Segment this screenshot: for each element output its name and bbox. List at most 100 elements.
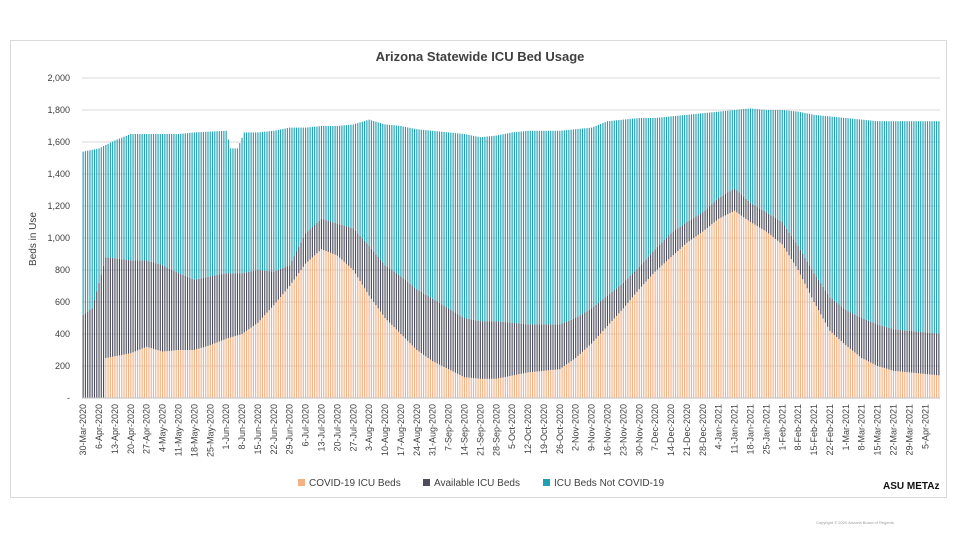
- bar-not-covid: [556, 130, 559, 325]
- bar-covid: [838, 339, 840, 398]
- bar-not-covid: [114, 140, 116, 259]
- bar-available: [248, 271, 250, 330]
- bar-available: [572, 318, 574, 360]
- bar-available: [175, 272, 177, 351]
- bar-covid: [684, 244, 686, 398]
- bar-available: [861, 318, 863, 358]
- bar-available: [879, 325, 881, 367]
- bar-available: [597, 302, 599, 337]
- bar-available: [404, 280, 407, 339]
- bar-not-covid: [650, 118, 652, 255]
- bar-available: [670, 233, 672, 258]
- bar-covid: [332, 253, 334, 398]
- bar-covid: [854, 352, 856, 398]
- bar-available: [931, 333, 933, 375]
- bar-available: [500, 321, 502, 378]
- y-tick-label: 2,000: [47, 73, 70, 83]
- bar-available: [829, 297, 831, 331]
- bar-available: [413, 287, 416, 348]
- x-tick-label: 25-May-2020: [205, 404, 215, 457]
- bar-available: [609, 293, 611, 324]
- bar-available: [295, 251, 298, 277]
- x-tick-labels: 30-Mar-2020 6-Apr-2020 13-Apr-2020 20-Apr-2…: [78, 404, 930, 457]
- legend-label-available: Available ICU Beds: [434, 478, 520, 489]
- bar-not-covid: [781, 110, 783, 222]
- bar-available: [647, 256, 649, 280]
- bar-available: [109, 257, 111, 358]
- bar-not-covid: [697, 113, 699, 216]
- bar-not-covid: [386, 124, 388, 267]
- bar-available: [354, 230, 357, 274]
- bar-not-covid: [472, 135, 475, 320]
- bar-not-covid: [352, 124, 354, 229]
- y-tick-label: 400: [55, 329, 70, 339]
- bar-covid: [366, 291, 368, 398]
- bar-available: [922, 332, 924, 374]
- bar-available: [783, 225, 786, 249]
- bar-available: [225, 273, 227, 339]
- bar-not-covid: [883, 121, 885, 327]
- bar-available: [758, 208, 761, 228]
- bar-not-covid: [566, 130, 568, 322]
- bar-not-covid: [715, 111, 717, 201]
- bar-available: [681, 225, 683, 247]
- legend-label-not-covid: ICU Beds Not COVID-19: [554, 478, 664, 489]
- bar-not-covid: [643, 118, 645, 262]
- bar-covid: [604, 328, 606, 398]
- bar-covid: [636, 291, 638, 398]
- bar-covid: [261, 317, 264, 398]
- bar-available: [323, 219, 325, 251]
- bar-covid: [904, 371, 906, 398]
- bar-not-covid: [758, 109, 761, 209]
- x-tick-label: 5-Apr-2021: [920, 404, 930, 449]
- bar-covid: [223, 339, 225, 398]
- bar-available: [121, 259, 123, 355]
- bar-not-covid: [797, 111, 799, 246]
- bar-covid: [398, 331, 400, 398]
- bar-available: [615, 288, 618, 316]
- bar-covid: [849, 348, 851, 398]
- bar-covid: [827, 326, 829, 398]
- bar-not-covid: [266, 131, 268, 271]
- bar-not-covid: [112, 141, 114, 259]
- bar-not-covid: [854, 118, 856, 315]
- bar-covid: [316, 253, 318, 398]
- bar-available: [833, 300, 836, 335]
- bar-not-covid: [484, 136, 486, 322]
- bar-available: [293, 256, 295, 280]
- bar-covid: [513, 375, 515, 398]
- bar-available: [443, 305, 445, 367]
- bar-not-covid: [547, 130, 550, 325]
- bar-not-covid: [602, 123, 604, 300]
- bar-covid: [259, 320, 261, 398]
- bar-covid: [881, 367, 883, 398]
- bar-available: [366, 243, 368, 292]
- bar-covid: [432, 361, 434, 398]
- bar-not-covid: [341, 125, 343, 225]
- bar-available: [838, 304, 840, 340]
- bar-not-covid: [273, 130, 275, 272]
- bar-not-covid: [770, 110, 772, 216]
- bar-not-covid: [929, 121, 931, 333]
- bar-available: [497, 321, 500, 379]
- bar-covid: [452, 371, 454, 398]
- bar-not-covid: [559, 130, 561, 325]
- bar-available: [845, 310, 847, 346]
- bar-not-covid: [845, 118, 847, 310]
- bar-available: [375, 254, 377, 306]
- bar-covid: [379, 311, 382, 398]
- bar-not-covid: [618, 120, 620, 287]
- bar-available: [634, 271, 636, 295]
- bar-available: [484, 321, 486, 379]
- bar-available: [824, 290, 826, 323]
- bar-not-covid: [806, 113, 808, 262]
- bar-not-covid: [922, 121, 924, 333]
- bar-covid: [423, 354, 425, 398]
- bar-covid: [216, 342, 218, 398]
- bar-not-covid: [252, 132, 254, 271]
- bar-available: [808, 265, 811, 293]
- bar-covid: [931, 374, 933, 398]
- bar-covid: [781, 244, 783, 398]
- bar-available: [209, 276, 211, 346]
- bar-not-covid: [457, 133, 459, 314]
